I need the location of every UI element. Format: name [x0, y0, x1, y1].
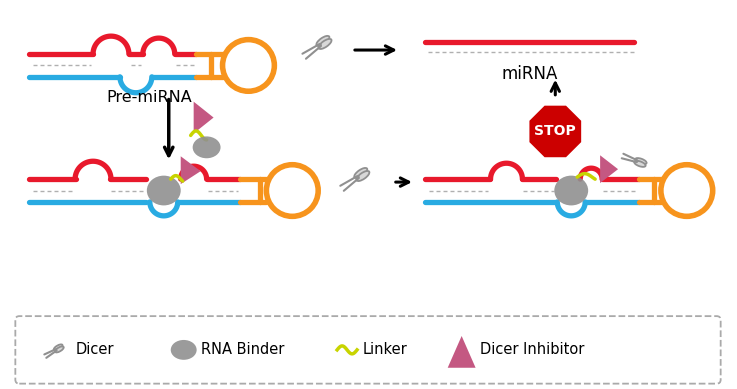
Ellipse shape — [192, 137, 220, 158]
Ellipse shape — [147, 176, 181, 205]
Ellipse shape — [171, 340, 197, 360]
Text: STOP: STOP — [534, 124, 576, 138]
Ellipse shape — [357, 171, 369, 181]
Text: Linker: Linker — [363, 342, 408, 357]
Ellipse shape — [635, 158, 646, 164]
Text: Dicer Inhibitor: Dicer Inhibitor — [480, 342, 584, 357]
Ellipse shape — [54, 344, 63, 350]
Ellipse shape — [634, 161, 646, 167]
Text: RNA Binder: RNA Binder — [200, 342, 284, 357]
Polygon shape — [600, 155, 618, 183]
Ellipse shape — [316, 36, 329, 46]
Polygon shape — [194, 102, 214, 133]
Circle shape — [636, 160, 638, 163]
Polygon shape — [181, 156, 200, 184]
Ellipse shape — [318, 39, 332, 49]
Ellipse shape — [354, 168, 367, 178]
Ellipse shape — [55, 347, 63, 352]
Polygon shape — [447, 336, 475, 368]
Ellipse shape — [554, 176, 588, 205]
FancyBboxPatch shape — [15, 316, 721, 384]
Text: Pre-miRNA: Pre-miRNA — [106, 90, 192, 105]
Circle shape — [55, 349, 57, 351]
Circle shape — [357, 175, 360, 179]
Text: miRNA: miRNA — [501, 65, 558, 83]
Text: Dicer: Dicer — [76, 342, 115, 357]
Circle shape — [318, 44, 322, 47]
